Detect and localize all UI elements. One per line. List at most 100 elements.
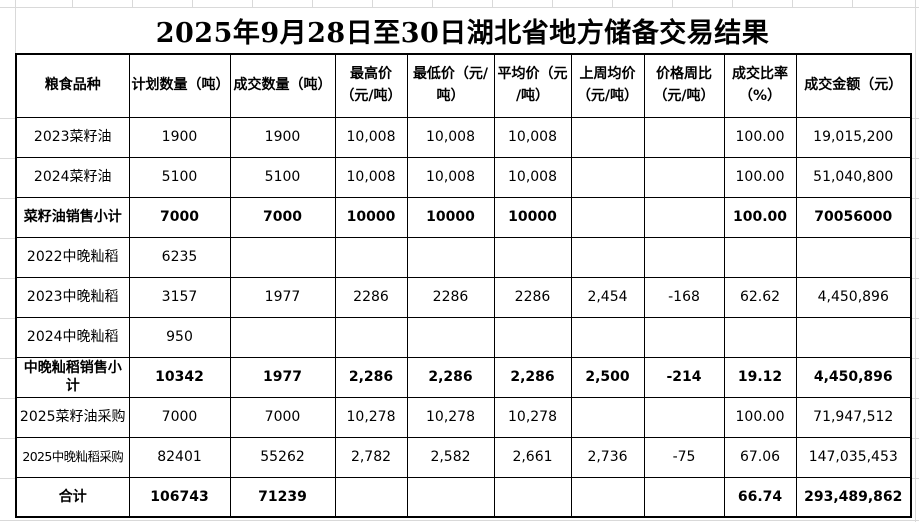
cell[interactable]: 10000 xyxy=(334,196,408,238)
cell[interactable]: 2,661 xyxy=(493,436,572,478)
row-label[interactable]: 合计 xyxy=(15,476,130,518)
cell[interactable]: 10000 xyxy=(406,196,495,238)
cell[interactable]: 2,500 xyxy=(570,356,645,398)
cell[interactable] xyxy=(643,116,725,158)
cell[interactable]: 100.00 xyxy=(723,116,797,158)
column-header-max-price[interactable]: 最高价 （元/吨） xyxy=(334,53,408,118)
cell[interactable]: 10,008 xyxy=(406,156,495,198)
cell[interactable]: 7000 xyxy=(229,196,336,238)
cell[interactable]: 19,015,200 xyxy=(795,116,912,158)
cell[interactable]: 10,278 xyxy=(493,396,572,438)
cell[interactable]: -75 xyxy=(643,436,725,478)
cell[interactable] xyxy=(570,236,645,278)
cell[interactable]: 2,582 xyxy=(406,436,495,478)
cell[interactable] xyxy=(229,316,336,358)
row-label[interactable]: 2023菜籽油 xyxy=(15,116,130,158)
cell[interactable]: 10,008 xyxy=(334,116,408,158)
cell[interactable]: 10,008 xyxy=(493,116,572,158)
cell[interactable] xyxy=(643,156,725,198)
cell[interactable]: 100.00 xyxy=(723,396,797,438)
cell[interactable] xyxy=(493,236,572,278)
cell[interactable]: 10342 xyxy=(128,356,231,398)
row-label[interactable]: 2025菜籽油采购 xyxy=(15,396,130,438)
cell[interactable]: 66.74 xyxy=(723,476,797,518)
row-label[interactable]: 菜籽油销售小计 xyxy=(15,196,130,238)
cell[interactable] xyxy=(406,476,495,518)
cell[interactable]: 2,736 xyxy=(570,436,645,478)
cell[interactable]: 71,947,512 xyxy=(795,396,912,438)
cell[interactable] xyxy=(643,196,725,238)
cell[interactable]: 10,278 xyxy=(406,396,495,438)
column-header-trade-amount[interactable]: 成交金额（元） xyxy=(795,53,912,118)
cell[interactable]: 2,782 xyxy=(334,436,408,478)
cell[interactable] xyxy=(570,396,645,438)
cell[interactable]: 2286 xyxy=(493,276,572,318)
column-header-traded-qty[interactable]: 成交数量（吨） xyxy=(229,53,336,118)
cell[interactable] xyxy=(406,316,495,358)
row-label[interactable]: 2022中晚籼稻 xyxy=(15,236,130,278)
cell[interactable]: 4,450,896 xyxy=(795,276,912,318)
cell[interactable]: 10,278 xyxy=(334,396,408,438)
column-header-weekly-change[interactable]: 价格周比 （元/吨） xyxy=(643,53,725,118)
cell[interactable]: 7000 xyxy=(128,196,231,238)
cell[interactable] xyxy=(643,476,725,518)
cell[interactable] xyxy=(334,476,408,518)
cell[interactable]: -214 xyxy=(643,356,725,398)
cell[interactable]: 1977 xyxy=(229,356,336,398)
cell[interactable]: 1977 xyxy=(229,276,336,318)
cell[interactable] xyxy=(570,156,645,198)
row-label[interactable]: 2024中晚籼稻 xyxy=(15,316,130,358)
cell[interactable]: 6235 xyxy=(128,236,231,278)
column-header-grain-type[interactable]: 粮食品种 xyxy=(15,53,130,118)
column-header-planned-qty[interactable]: 计划数量（吨） xyxy=(128,53,231,118)
cell[interactable] xyxy=(643,316,725,358)
cell[interactable]: 147,035,453 xyxy=(795,436,912,478)
row-label[interactable]: 中晚籼稻销售小 计 xyxy=(15,356,130,398)
cell[interactable]: 100.00 xyxy=(723,156,797,198)
cell[interactable]: 106743 xyxy=(128,476,231,518)
cell[interactable] xyxy=(334,316,408,358)
cell[interactable]: 293,489,862 xyxy=(795,476,912,518)
cell[interactable] xyxy=(229,236,336,278)
cell[interactable] xyxy=(723,236,797,278)
cell[interactable]: 7000 xyxy=(128,396,231,438)
cell[interactable]: 10000 xyxy=(493,196,572,238)
cell[interactable] xyxy=(570,476,645,518)
cell[interactable]: 5100 xyxy=(229,156,336,198)
cell[interactable]: 1900 xyxy=(229,116,336,158)
cell[interactable]: 10,008 xyxy=(493,156,572,198)
cell[interactable]: 19.12 xyxy=(723,356,797,398)
cell[interactable]: 3157 xyxy=(128,276,231,318)
cell[interactable]: 2,286 xyxy=(334,356,408,398)
cell[interactable]: 71239 xyxy=(229,476,336,518)
column-header-trade-ratio[interactable]: 成交比率 （%） xyxy=(723,53,797,118)
cell[interactable]: 10,008 xyxy=(334,156,408,198)
column-header-avg-price[interactable]: 平均价（元 /吨） xyxy=(493,53,572,118)
cell[interactable] xyxy=(493,316,572,358)
cell[interactable] xyxy=(570,196,645,238)
cell[interactable]: 2286 xyxy=(334,276,408,318)
cell[interactable]: 82401 xyxy=(128,436,231,478)
cell[interactable]: 5100 xyxy=(128,156,231,198)
cell[interactable]: 55262 xyxy=(229,436,336,478)
cell[interactable]: 7000 xyxy=(229,396,336,438)
cell[interactable]: 2,286 xyxy=(493,356,572,398)
cell[interactable] xyxy=(493,476,572,518)
row-label[interactable]: 2025中晚籼稻采购 xyxy=(15,436,130,478)
cell[interactable]: 4,450,896 xyxy=(795,356,912,398)
cell[interactable] xyxy=(334,236,408,278)
cell[interactable]: 67.06 xyxy=(723,436,797,478)
cell[interactable]: -168 xyxy=(643,276,725,318)
cell[interactable]: 70056000 xyxy=(795,196,912,238)
cell[interactable] xyxy=(570,116,645,158)
cell[interactable]: 950 xyxy=(128,316,231,358)
cell[interactable]: 100.00 xyxy=(723,196,797,238)
cell[interactable]: 51,040,800 xyxy=(795,156,912,198)
row-label[interactable]: 2023中晚籼稻 xyxy=(15,276,130,318)
cell[interactable] xyxy=(570,316,645,358)
column-header-min-price[interactable]: 最低价（元/ 吨） xyxy=(406,53,495,118)
cell[interactable]: 10,008 xyxy=(406,116,495,158)
row-label[interactable]: 2024菜籽油 xyxy=(15,156,130,198)
cell[interactable]: 2286 xyxy=(406,276,495,318)
cell[interactable] xyxy=(643,396,725,438)
